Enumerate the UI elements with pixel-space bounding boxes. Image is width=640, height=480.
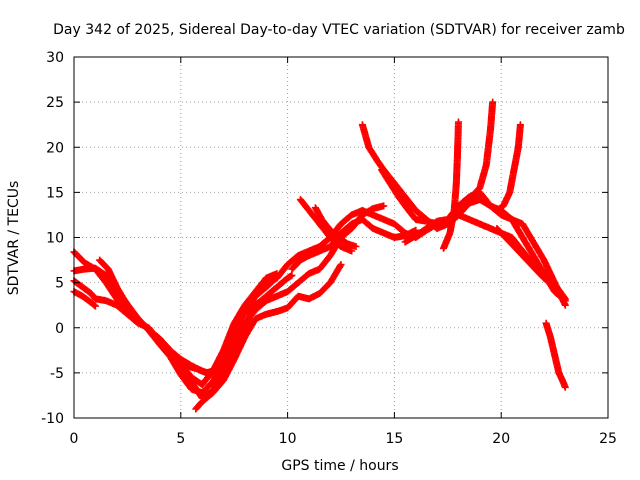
series-arc-7 bbox=[192, 261, 345, 413]
series-arc-11 bbox=[288, 215, 420, 273]
series-arc-20 bbox=[542, 319, 569, 391]
series-arc-18 bbox=[487, 121, 524, 214]
series-arc-6 bbox=[177, 358, 227, 377]
data-point-16-89 bbox=[489, 98, 497, 106]
data-series bbox=[70, 98, 569, 413]
data-point-17-70 bbox=[516, 121, 524, 129]
series-arc-10 bbox=[296, 196, 356, 255]
data-point-6-152 bbox=[337, 261, 345, 269]
x-tick-label-3: 15 bbox=[385, 431, 403, 447]
data-point-2-235 bbox=[288, 271, 296, 279]
data-point-13-196 bbox=[561, 301, 569, 309]
y-tick-label-1: -5 bbox=[50, 366, 64, 382]
data-point-7-145 bbox=[380, 202, 388, 210]
data-point-19-47 bbox=[561, 383, 569, 391]
x-tick-label-1: 5 bbox=[176, 431, 185, 447]
series-arc-19 bbox=[493, 225, 569, 303]
x-tick-label-5: 25 bbox=[599, 431, 617, 447]
y-tick-label-8: 30 bbox=[46, 50, 64, 66]
grid-lines bbox=[74, 57, 608, 418]
chart-title: Day 342 of 2025, Sidereal Day-to-day VTE… bbox=[53, 22, 625, 38]
data-point-15-89 bbox=[455, 118, 462, 126]
series-arc-12 bbox=[311, 204, 360, 250]
data-point-3-18 bbox=[90, 301, 98, 309]
y-tick-label-5: 15 bbox=[46, 185, 64, 201]
axis-ticks bbox=[73, 56, 609, 419]
x-tick-label-4: 20 bbox=[492, 431, 510, 447]
data-point-11-41 bbox=[352, 243, 360, 250]
data-point-5-34 bbox=[220, 360, 227, 368]
y-axis-label: SDTVAR / TECUs bbox=[6, 181, 22, 296]
y-tick-label-4: 10 bbox=[46, 231, 64, 247]
y-tick-label-3: 5 bbox=[55, 276, 64, 292]
data-point-18-70 bbox=[560, 294, 568, 302]
series-arc-17 bbox=[450, 98, 497, 223]
x-tick-label-2: 10 bbox=[279, 431, 297, 447]
data-point-18-71 bbox=[561, 295, 569, 303]
x-axis-label: GPS time / hours bbox=[281, 458, 398, 474]
y-tick-label-7: 25 bbox=[46, 95, 64, 111]
data-point-3-19 bbox=[91, 302, 99, 310]
y-tick-label-6: 20 bbox=[46, 140, 64, 156]
y-tick-label-2: 0 bbox=[55, 321, 64, 337]
x-tick-labels: 0 5 10 15 20 25 bbox=[70, 431, 617, 447]
y-tick-label-0: -10 bbox=[41, 411, 64, 427]
x-tick-label-0: 0 bbox=[70, 431, 79, 447]
y-tick-labels: -10 -5 0 5 10 15 20 25 30 bbox=[41, 50, 64, 427]
